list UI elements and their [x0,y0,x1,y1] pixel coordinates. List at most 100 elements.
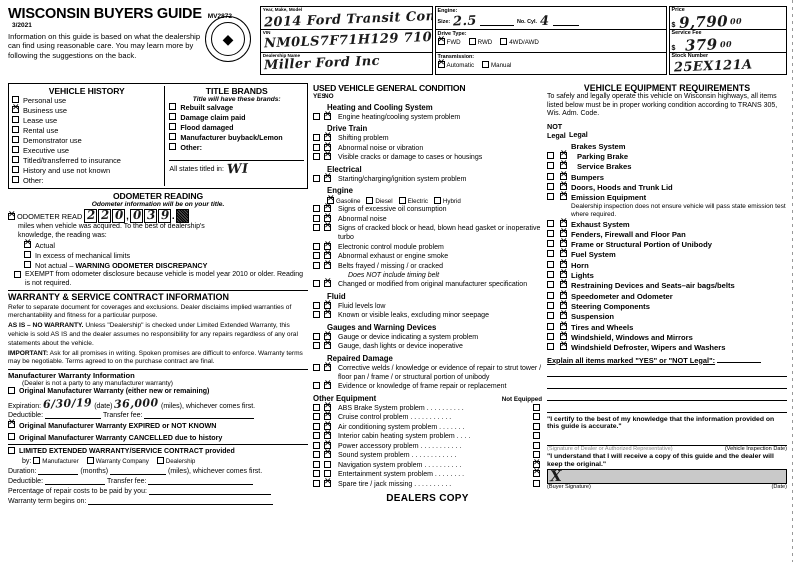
equipment-item[interactable]: Speedometer and Odometer [547,290,787,302]
condition-no-cell[interactable] [324,111,338,122]
checkbox-yes-abnormal-exhaust-or-engine-smoke[interactable] [313,252,320,259]
condition-no-cell[interactable] [324,260,338,271]
checkbox-not-legal-emission-equipment[interactable] [547,193,555,201]
equipment-item[interactable]: Lights [547,269,787,281]
oe-yes-cell[interactable] [313,441,320,451]
oe-not-equipped-cell[interactable] [533,441,542,451]
checkbox-legal-fenders-firewall-and-floor-pan[interactable] [560,228,568,237]
oe-yes-cell[interactable] [313,413,320,422]
checkbox-not-legal-parking-brake[interactable] [547,152,555,160]
checkbox-fuel-diesel[interactable] [366,197,374,204]
transfer-fee2-input[interactable] [148,478,254,486]
fuel-type-options[interactable]: Gasoline Diesel Electric Hybrid [327,195,542,205]
equipment-item[interactable]: Bumpers [547,171,787,183]
condition-no-cell[interactable] [324,309,338,320]
checkbox-yes-sound-system-problem[interactable] [313,451,320,458]
checkbox-not-legal-horn[interactable] [547,260,555,268]
oe-not-equipped-cell[interactable] [533,422,542,432]
checkbox-not-legal-exhaust-system[interactable] [547,219,555,227]
checkbox-manual[interactable] [482,61,490,68]
checkbox-legal-steering-components[interactable] [560,300,568,309]
checkbox-not-legal-windshield-defroster-wipers-and-washers[interactable] [547,343,555,351]
condition-yes-cell[interactable] [313,342,320,351]
oe-no-cell[interactable] [324,478,338,489]
checkbox-legal-suspension[interactable] [560,310,568,320]
checkbox-yes-abnormal-noise-or-vibration[interactable] [313,143,320,151]
dealership-name-field[interactable]: Dealership Name Miller Ford Inc [259,52,433,75]
checkbox-yes-electronic-control-module-problem[interactable] [313,242,320,250]
checkbox-legal-emission-equipment[interactable] [560,191,568,201]
percentage-input[interactable] [148,488,271,496]
condition-item[interactable]: Starting/charging/ignition system proble… [313,173,542,184]
checkbox-lease-use[interactable] [12,116,19,123]
vehicle-history-item[interactable]: Other: [12,176,161,186]
checkbox-not-equipped-spare-tire-jack-missing[interactable] [533,479,541,487]
checkbox-not-legal-service-brakes[interactable] [547,162,555,170]
checkbox-yes-known-or-visible-leaks-excluding-minor-see[interactable] [313,311,320,318]
condition-item[interactable]: Engine heating/cooling system problem [313,111,542,122]
rep-signature-line[interactable] [547,430,787,446]
checkbox-no-starting-charging-ignition-system-problem[interactable] [324,173,332,182]
explain-line-0[interactable] [717,356,762,363]
duration-miles-input[interactable] [110,468,167,476]
checkbox-yes-abnormal-noise[interactable] [313,214,320,222]
equipment-item[interactable]: Exhaust System [547,218,787,230]
condition-item[interactable]: Visible cracks or damage to cases or hou… [313,151,542,162]
checkbox-no-entertainment-system-problem[interactable] [324,470,331,477]
checkbox-by-warranty-company[interactable] [86,457,94,465]
other-equipment-item[interactable]: Air conditioning system problem . . . . … [313,421,542,432]
other-equipment-item[interactable]: Entertainment system problem . . . . . .… [313,468,542,479]
transfer-fee-input[interactable] [144,412,255,420]
checkbox-fwd[interactable] [437,36,445,45]
checkbox-not-legal-frame-or-structural-portion-of-unibody[interactable] [547,240,555,248]
condition-item[interactable]: Changed or modified from original manufa… [313,278,542,289]
condition-yes-cell[interactable] [313,242,320,252]
checkbox-legal-service-brakes[interactable] [560,160,568,170]
title-brand-item[interactable]: Flood damaged [169,123,304,133]
vin-field[interactable]: VIN NM0LS7F71H129 7108 [259,29,433,52]
checkbox-not-legal-fuel-system[interactable] [547,250,555,258]
oe-no-cell[interactable] [324,449,338,460]
deductible-input[interactable] [45,412,102,420]
checkbox-not-equipped-cruise-control-problem[interactable] [533,413,541,420]
checkbox-yes-visible-cracks-or-damage-to-cases-or-housi[interactable] [313,153,320,160]
equipment-item[interactable]: Windshield, Windows and Mirrors [547,331,787,343]
condition-yes-cell[interactable] [313,311,320,320]
fuel-option-diesel[interactable]: Diesel [366,197,393,205]
checkbox-not-actual-warning-odometer-discrepancy[interactable] [24,260,31,268]
equipment-item[interactable]: Brakes System [547,142,787,152]
vehicle-history-item[interactable]: Lease use [12,116,161,126]
vehicle-history-item[interactable]: Titled/transferred to insurance [12,156,161,166]
checkbox-no-corrective-welds-knowledge-or-evidence-of-[interactable] [324,362,332,371]
equipment-checkbox-cell[interactable] [547,300,571,309]
term-begins-input[interactable] [88,498,274,506]
condition-item[interactable]: Abnormal noise [313,213,542,224]
checkbox-not-legal-steering-components[interactable] [547,301,555,309]
checkbox-limited-warranty[interactable] [8,447,15,455]
condition-item[interactable]: Fluid levels low [313,300,542,311]
checkbox-legal-exhaust-system[interactable] [560,218,568,227]
checkbox-no-shifting-problem[interactable] [324,132,332,141]
checkbox-no-changed-or-modified-from-original-manufact[interactable] [324,278,332,287]
checkbox-yes-spare-tire-jack-missing[interactable] [313,479,320,487]
checkbox-executive-use[interactable] [12,146,19,153]
checkbox-titled-transferred-to-insurance[interactable] [12,156,19,163]
equipment-item[interactable]: Fenders, Firewall and Floor Pan [547,228,787,240]
checkbox-yes-cruise-control-problem[interactable] [313,413,320,420]
odometer-digit[interactable]: 9 [157,208,171,223]
condition-yes-cell[interactable] [313,112,320,122]
title-brand-item[interactable]: Damage claim paid [169,113,304,123]
equipment-checkbox-cell[interactable] [547,218,571,227]
checkbox-yes-shifting-problem[interactable] [313,134,320,141]
checkbox-warranty-expired[interactable] [8,419,16,429]
condition-no-cell[interactable] [324,173,338,184]
checkbox-legal-fuel-system[interactable] [560,248,568,258]
equipment-checkbox-cell[interactable] [547,191,571,201]
checkbox-no-belts-frayed-missing-or-cracked[interactable] [324,260,332,269]
condition-item[interactable]: Corrective welds / knowledge or evidence… [313,362,542,382]
checkbox-in-excess-of-mechanical-limits[interactable] [24,250,31,258]
checkbox-no-spare-tire-jack-missing[interactable] [324,478,332,487]
condition-item[interactable]: Abnormal exhaust or engine smoke [313,250,542,261]
checkbox-not-equipped-sound-system-problem[interactable] [533,451,541,458]
